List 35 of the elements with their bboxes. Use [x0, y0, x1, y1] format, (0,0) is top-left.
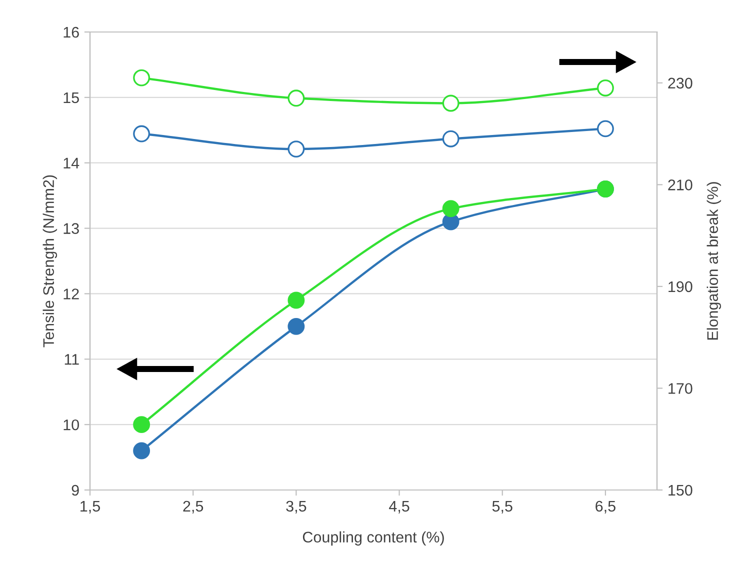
y2-tick-label: 230: [668, 78, 692, 89]
point: [288, 318, 305, 335]
y-tick-label: 13: [64, 223, 79, 234]
y-axis-title: Tensile Strength (N/mm2): [42, 175, 58, 348]
x-tick-label: 3,5: [286, 500, 306, 514]
point: [133, 69, 150, 86]
y2-tick-label: 170: [668, 383, 692, 394]
x-tick-label: 1,5: [80, 500, 100, 514]
y-tick-label: 11: [64, 354, 79, 365]
y-tick-label: 12: [64, 288, 79, 300]
point: [596, 120, 614, 138]
y-tick-label: 10: [64, 419, 79, 430]
point: [596, 80, 614, 96]
point: [288, 90, 305, 107]
y2-tick-label: 150: [668, 484, 692, 496]
y2-tick-label: 210: [668, 180, 692, 190]
y2-tick-label: 190: [668, 281, 692, 292]
x-tick-label: 2,5: [183, 500, 204, 514]
y-tick-label: 14: [64, 158, 80, 168]
x-tick-label: 5,5: [492, 500, 512, 514]
point: [133, 442, 150, 460]
point: [288, 292, 305, 309]
y-tick-label: 9: [72, 484, 79, 496]
point: [133, 416, 150, 434]
point: [133, 125, 150, 142]
x-tick-label: 6,5: [596, 500, 616, 514]
y2-axis-title: Elongation at break (%): [706, 182, 722, 340]
point: [442, 94, 460, 112]
point: [442, 130, 460, 148]
y-tick-label: 15: [64, 92, 79, 104]
x-axis-title: Coupling content (%): [302, 531, 444, 546]
x-tick-label: 4,5: [389, 500, 410, 514]
y-tick-label: 16: [64, 26, 79, 38]
point: [288, 140, 305, 158]
point: [442, 200, 460, 218]
